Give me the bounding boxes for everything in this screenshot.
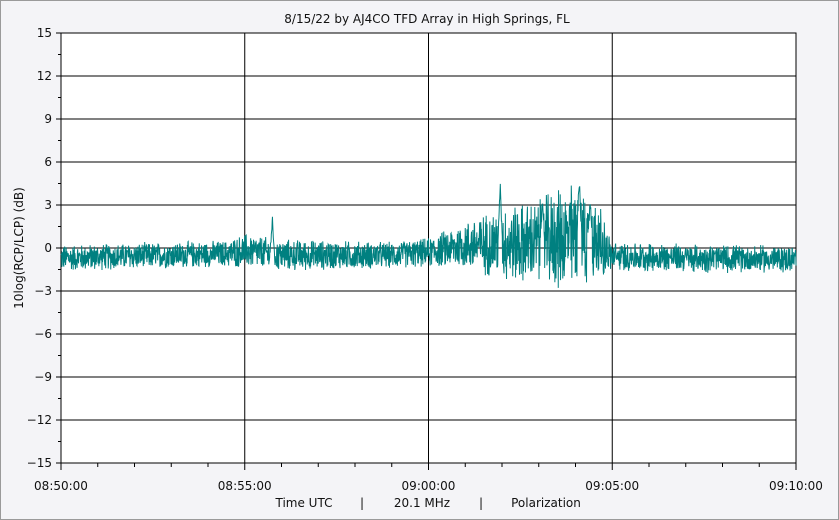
y-tick-label: −9	[34, 370, 52, 384]
y-tick-label: 0	[44, 241, 52, 255]
x-tick-label: 09:10:00	[769, 479, 823, 493]
y-axis-label: 10log(RCP/LCP) (dB)	[12, 187, 26, 309]
x-tick-label: 08:55:00	[218, 479, 272, 493]
footer-separator: |	[360, 496, 364, 510]
footer-separator: |	[479, 496, 483, 510]
y-tick-label: 12	[37, 69, 52, 83]
y-tick-label: −12	[27, 413, 52, 427]
gridlines	[61, 33, 796, 463]
y-tick-label: 15	[37, 26, 52, 40]
y-tick-label: 3	[44, 198, 52, 212]
x-tick-label: 09:00:00	[402, 479, 456, 493]
footer-frequency: 20.1 MHz	[394, 496, 450, 510]
series-polarization	[60, 183, 797, 288]
x-axis-ticks: 08:50:00 08:55:00 09:00:00 09:05:00 09:10:00	[34, 463, 823, 493]
series-line	[60, 183, 797, 288]
footer-mode: Polarization	[511, 496, 581, 510]
footer-time-utc: Time UTC	[275, 496, 333, 510]
y-tick-label: −3	[34, 284, 52, 298]
chart-title: 8/15/22 by AJ4CO TFD Array in High Sprin…	[284, 12, 570, 26]
y-axis-ticks: 15 12 9 6 3 0 −3 −6 −9 −12 −15	[27, 26, 61, 470]
y-tick-label: −6	[34, 327, 52, 341]
y-tick-label: 9	[44, 112, 52, 126]
x-tick-label: 08:50:00	[34, 479, 88, 493]
y-tick-label: −15	[27, 456, 52, 470]
x-tick-label: 09:05:00	[585, 479, 639, 493]
y-tick-label: 6	[44, 155, 52, 169]
